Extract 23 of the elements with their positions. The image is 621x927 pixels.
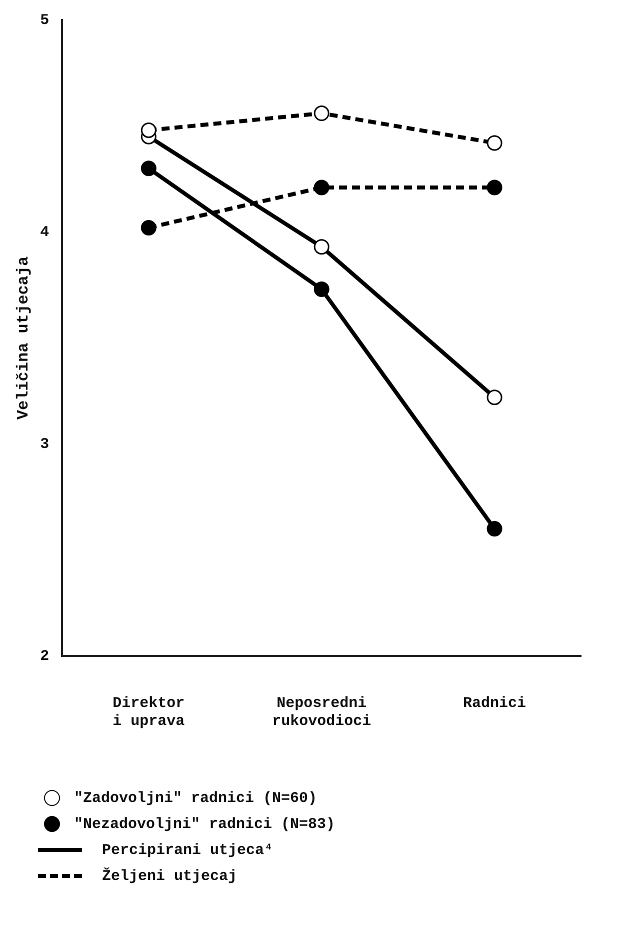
y-axis-title: Veličina utjecaja bbox=[14, 256, 33, 420]
x-tick-label: Neposredni rukovodioci bbox=[272, 694, 372, 730]
y-tick-label: 4 bbox=[40, 224, 50, 241]
point bbox=[140, 160, 156, 176]
y-tick-label: 5 bbox=[40, 12, 50, 29]
point bbox=[314, 281, 330, 297]
x-tick-label: Radnici bbox=[463, 694, 526, 712]
text: "Nezadovoljni" radnici (N=83) bbox=[74, 816, 336, 832]
point bbox=[140, 220, 156, 236]
x-tick-label: Direktor i uprava bbox=[112, 694, 185, 730]
text: "Zadovoljni" radnici (N=60) bbox=[74, 790, 318, 806]
y-tick-label: 2 bbox=[40, 648, 50, 665]
point bbox=[314, 239, 330, 255]
text: Percipirani utjeca⁴ bbox=[102, 842, 274, 858]
point bbox=[486, 390, 502, 406]
text: Željeni utjecaj bbox=[102, 868, 238, 884]
point bbox=[486, 521, 502, 537]
y-tick-label: 3 bbox=[40, 436, 50, 453]
point bbox=[314, 106, 330, 122]
point bbox=[486, 135, 502, 151]
point bbox=[314, 180, 330, 196]
point bbox=[140, 122, 156, 138]
point bbox=[486, 180, 502, 196]
